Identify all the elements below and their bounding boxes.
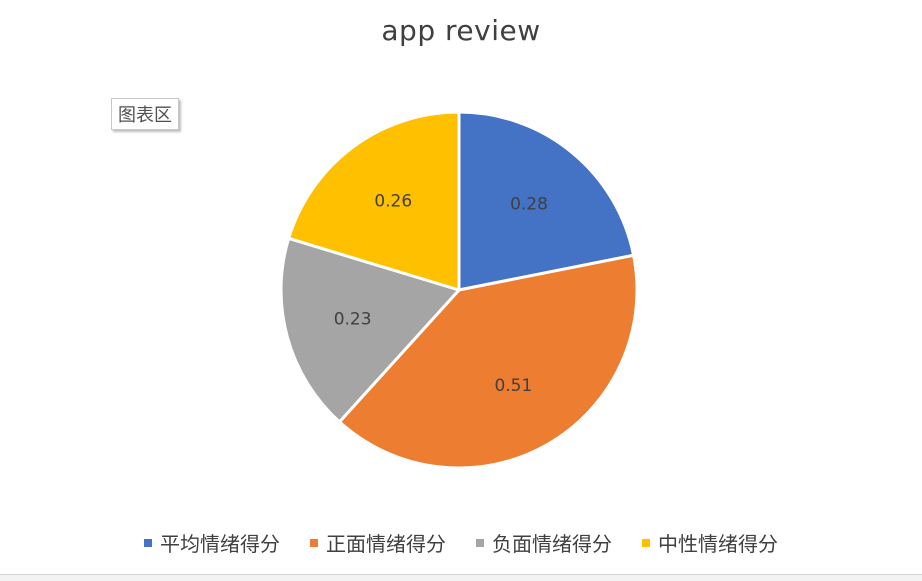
legend-item-negative[interactable]: 负面情绪得分 — [476, 528, 612, 557]
chart-area-tooltip: 图表区 — [111, 98, 179, 130]
legend-item-average[interactable]: 平均情绪得分 — [144, 528, 280, 557]
data-label-negative: 0.23 — [334, 309, 372, 329]
legend-label-neutral: 中性情绪得分 — [658, 528, 778, 557]
legend-swatch-positive — [310, 539, 318, 547]
legend-label-average: 平均情绪得分 — [160, 528, 280, 557]
legend-swatch-average — [144, 539, 152, 547]
legend-swatch-neutral — [642, 539, 650, 547]
data-label-average: 0.28 — [510, 195, 548, 215]
pie-slices — [281, 112, 637, 468]
legend-item-neutral[interactable]: 中性情绪得分 — [642, 528, 778, 557]
legend-item-positive[interactable]: 正面情绪得分 — [310, 528, 446, 557]
legend: 平均情绪得分 正面情绪得分 负面情绪得分 中性情绪得分 — [0, 528, 922, 557]
legend-label-negative: 负面情绪得分 — [492, 528, 612, 557]
data-label-positive: 0.51 — [494, 376, 532, 396]
data-label-neutral: 0.26 — [374, 191, 412, 211]
legend-swatch-negative — [476, 539, 484, 547]
legend-label-positive: 正面情绪得分 — [326, 528, 446, 557]
